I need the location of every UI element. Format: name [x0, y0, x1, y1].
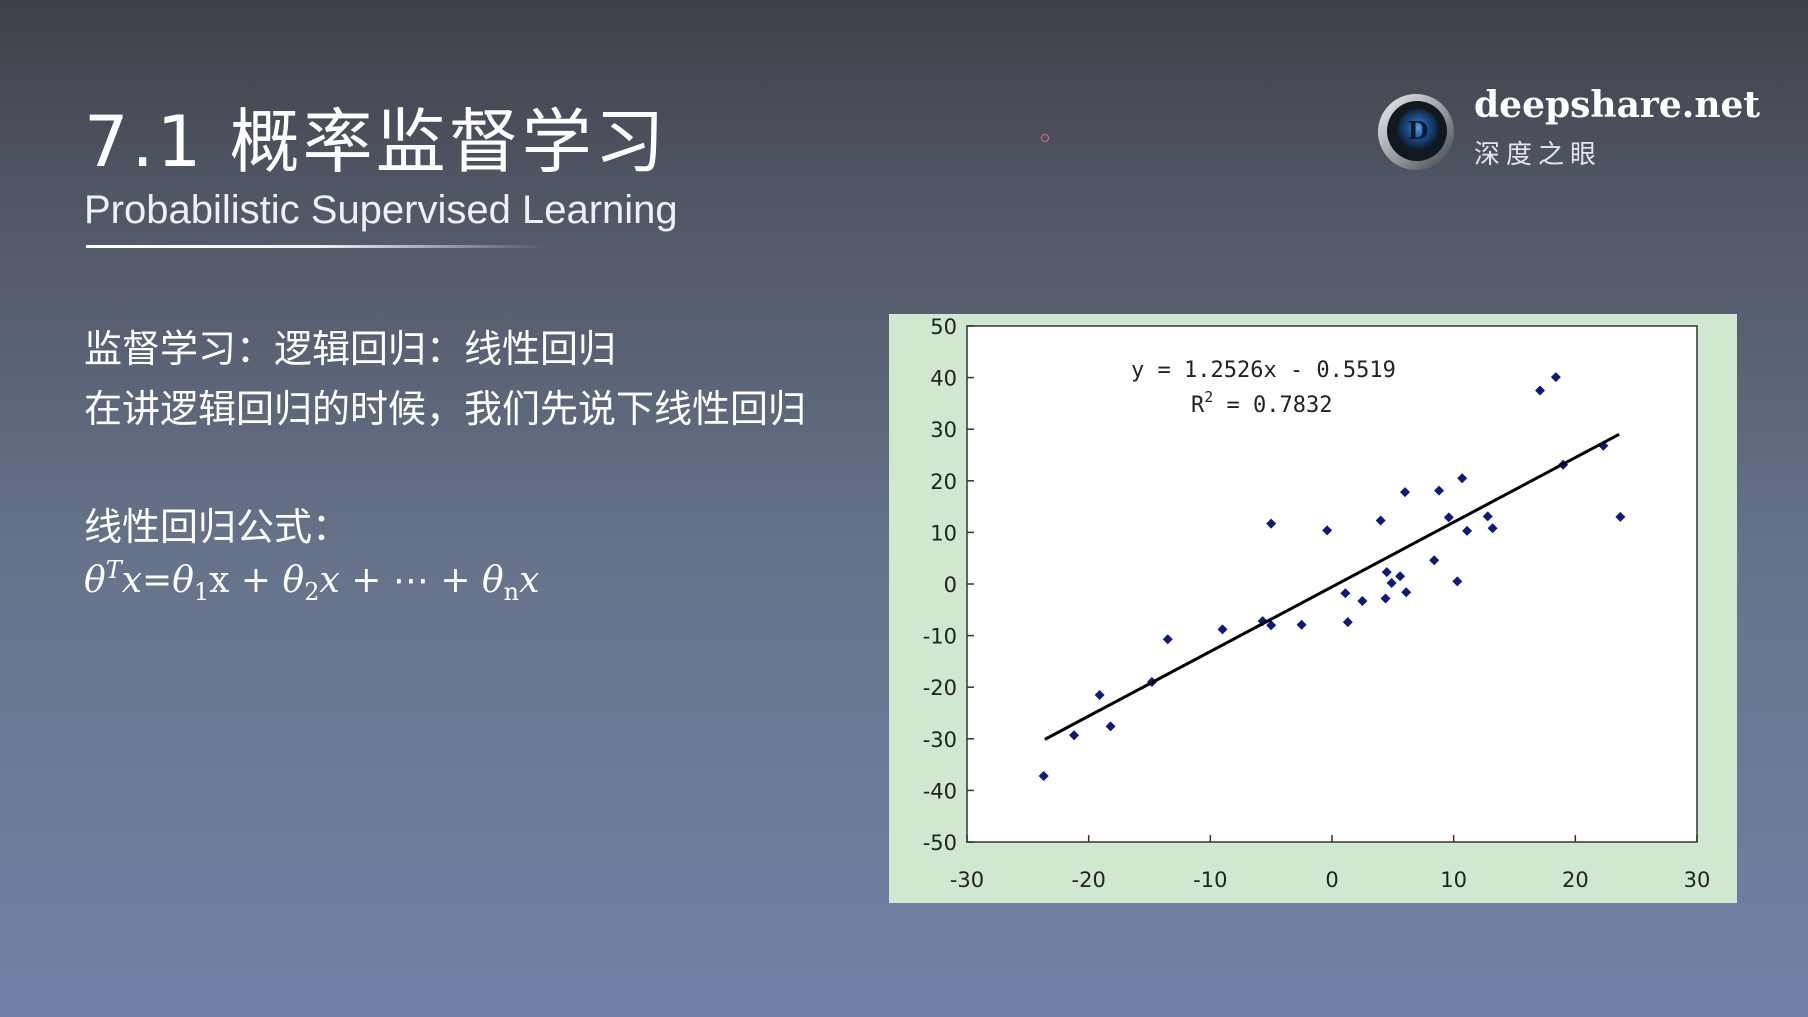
data-point: [1386, 577, 1397, 588]
data-point: [1266, 518, 1277, 529]
data-point: [1162, 634, 1173, 645]
data-point: [1296, 619, 1307, 630]
formula-x-n: x: [519, 560, 540, 601]
x-tick-label: -30: [950, 868, 984, 892]
data-point: [1094, 689, 1105, 700]
data-point: [1429, 555, 1440, 566]
data-point: [1462, 525, 1473, 536]
r2-label-r: R: [1191, 393, 1205, 418]
plot-area: [966, 325, 1698, 843]
trend-equation: y = 1.2526x - 0.5519: [1131, 358, 1396, 383]
trend-line: [1044, 432, 1620, 741]
y-tick-label: -20: [923, 676, 957, 700]
logo-letter: D: [1408, 116, 1429, 145]
data-point: [1340, 588, 1351, 599]
text-line-1: 监督学习：逻辑回归：线性回归: [84, 327, 617, 371]
data-point: [1038, 770, 1049, 781]
x-tick-label: 0: [1325, 868, 1338, 892]
data-point: [1487, 523, 1498, 534]
y-tick-label: 50: [930, 315, 957, 339]
scatter-chart-svg: 50 40 30 20 10 0 -10 -20 -30 -40 -50 -30 -20 -10 0 10 20…: [923, 315, 1711, 892]
formula-plus-2: +: [339, 560, 393, 601]
formula-plus-3: +: [428, 560, 482, 601]
formula-sub-n: n: [503, 578, 520, 606]
x-tick-label: -10: [1193, 868, 1227, 892]
x-tick-label: 30: [1684, 868, 1711, 892]
r-squared-label: R2 = 0.7832: [1191, 388, 1333, 418]
r2-label-sup: 2: [1204, 388, 1213, 406]
title-underline: [86, 245, 546, 248]
formula-sub-2: 2: [304, 578, 320, 606]
data-point: [1375, 515, 1386, 526]
data-point: [1381, 567, 1392, 578]
formula-dots: ⋯: [392, 560, 429, 601]
data-point: [1069, 730, 1080, 741]
data-point: [1615, 511, 1626, 522]
x-tick-label: 10: [1440, 868, 1467, 892]
data-point: [1342, 617, 1353, 628]
slide-subtitle: Probabilistic Supervised Learning: [84, 188, 678, 232]
formula-sup-t: T: [105, 556, 122, 584]
logo-brand: deepshare.net: [1474, 84, 1761, 126]
x-tick-label: -20: [1072, 868, 1106, 892]
linear-regression-formula: θTx=θ1x + θ2x + ⋯ + θnx: [84, 556, 539, 606]
eye-lens-icon: D: [1378, 94, 1454, 170]
formula-label: 线性回归公式：: [84, 505, 351, 549]
y-tick-label: 20: [930, 470, 957, 494]
y-tick-label: 40: [930, 367, 957, 391]
formula-theta-1: θ: [172, 560, 194, 601]
data-point: [1400, 487, 1410, 498]
data-point: [1105, 721, 1116, 732]
y-tick-label: 10: [930, 521, 957, 545]
data-point: [1322, 525, 1333, 536]
data-point: [1266, 620, 1277, 631]
y-tick-label: -40: [923, 779, 957, 803]
formula-x-2: x: [319, 560, 340, 601]
formula-sub-1: 1: [193, 578, 210, 606]
pointer-dot: [1041, 134, 1049, 142]
data-point: [1482, 511, 1493, 522]
formula-equals: =: [142, 560, 173, 601]
formula-theta-2: θ: [282, 560, 305, 601]
x-tick-label: 20: [1562, 868, 1589, 892]
r2-label-value: = 0.7832: [1213, 393, 1332, 418]
formula-x-upright: x: [209, 560, 230, 601]
data-point: [1443, 512, 1454, 523]
y-tick-label: -50: [923, 831, 957, 855]
y-tick-label: 0: [944, 573, 957, 597]
data-point: [1395, 571, 1406, 582]
y-tick-label: -10: [923, 625, 957, 649]
y-tick-label: 30: [930, 418, 957, 442]
logo-subtitle: 深度之眼: [1474, 140, 1603, 170]
formula-theta-n: θ: [481, 560, 504, 601]
formula-x: x: [121, 560, 143, 601]
data-point: [1217, 624, 1228, 635]
slide-title: 7.1 概率监督学习: [84, 101, 668, 183]
formula-plus-1: +: [229, 560, 283, 601]
data-point: [1550, 372, 1561, 383]
y-tick-label: -30: [923, 728, 957, 752]
data-point: [1380, 593, 1391, 604]
scatter-chart: 50 40 30 20 10 0 -10 -20 -30 -40 -50 -30 -20 -10 0 10 20…: [889, 314, 1737, 903]
data-point: [1434, 485, 1445, 496]
data-point: [1452, 576, 1463, 587]
data-point: [1457, 473, 1468, 484]
data-point: [1535, 385, 1546, 396]
text-line-2: 在讲逻辑回归的时候，我们先说下线性回归: [84, 387, 807, 431]
data-point: [1401, 587, 1412, 598]
data-point: [1357, 596, 1368, 607]
formula-theta: θ: [84, 560, 106, 601]
